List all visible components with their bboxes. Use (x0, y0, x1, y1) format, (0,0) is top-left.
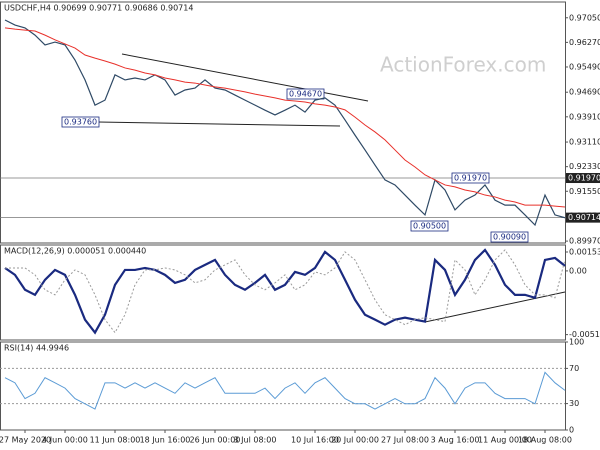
watermark: ActionForex.com (380, 53, 546, 77)
level-tag (566, 173, 600, 184)
y-tick-label: 70 (569, 364, 579, 373)
macd-title: MACD(12,26,9) 0.000051 0.000440 (4, 247, 146, 256)
annotation: 0.90500 (413, 222, 446, 231)
annotation: 0.90090 (493, 233, 526, 242)
price-title: USDCHF,H4 0.90699 0.90771 0.90686 0.9071… (4, 4, 193, 13)
trend-line (424, 291, 566, 323)
annotation-box (410, 220, 449, 232)
y-tick-label: 0.91550 (569, 187, 600, 196)
annotation-box (451, 172, 490, 184)
y-tick-label: 0.92330 (569, 162, 600, 171)
series-line (4, 19, 566, 227)
level-label: 0.90714 (568, 213, 600, 222)
y-tick-label: 0.96270 (569, 38, 600, 47)
x-tick-label: 27 Jul 08:00 (381, 436, 429, 445)
y-tick-label: 30 (569, 399, 579, 408)
annotation-box (286, 88, 325, 100)
series-line (4, 27, 566, 208)
panel-frame (0, 341, 566, 431)
y-tick-label: 0.001532 (569, 248, 600, 257)
x-tick-label: 3 Jul 08:00 (234, 436, 277, 445)
annotation-box (61, 116, 100, 128)
annotation: 0.93760 (64, 118, 97, 127)
x-tick-label: 10 Jul 16:00 (291, 436, 339, 445)
y-tick-label: 0.93910 (569, 112, 600, 121)
rsi-title: RSI(14) 44.9946 (4, 344, 69, 353)
level-tag (566, 212, 600, 223)
y-tick-label: 100 (569, 338, 584, 347)
y-tick-label: 0.94690 (569, 88, 600, 97)
x-tick-label: 18 Aug 08:00 (518, 436, 572, 445)
x-tick-label: 4 Jun 00:00 (42, 436, 88, 445)
y-tick-label: -0.005164 (569, 330, 600, 339)
panel-frame (0, 1, 566, 244)
x-tick-label: 18 Jun 16:00 (140, 436, 191, 445)
x-tick-label: 26 Jun 00:00 (190, 436, 241, 445)
series-line (4, 371, 566, 410)
x-tick-label: 11 Aug 00:00 (478, 436, 532, 445)
trend-line (121, 53, 369, 102)
panel-frame (0, 244, 566, 341)
annotation-box (490, 231, 529, 243)
series-line (4, 248, 566, 335)
y-tick-label: 0 (569, 426, 574, 435)
x-tick-label: 11 Jun 08:00 (90, 436, 141, 445)
y-tick-label: 0.95490 (569, 62, 600, 71)
y-tick-label: 0.97050 (569, 13, 600, 22)
annotation: 0.91970 (454, 174, 487, 183)
series-line (5, 249, 566, 334)
x-tick-label: 27 May 2020 (0, 436, 51, 445)
x-tick-label: 3 Aug 16:00 (431, 436, 480, 445)
y-tick-label: 0.89970 (569, 237, 600, 246)
y-tick-label: 0.93110 (569, 138, 600, 147)
x-tick-label: 20 Jul 00:00 (331, 436, 379, 445)
trend-line (97, 121, 341, 127)
level-label: 0.91970 (568, 174, 600, 183)
annotation: 0.94670 (289, 90, 322, 99)
y-tick-label: 0.00 (569, 266, 587, 275)
